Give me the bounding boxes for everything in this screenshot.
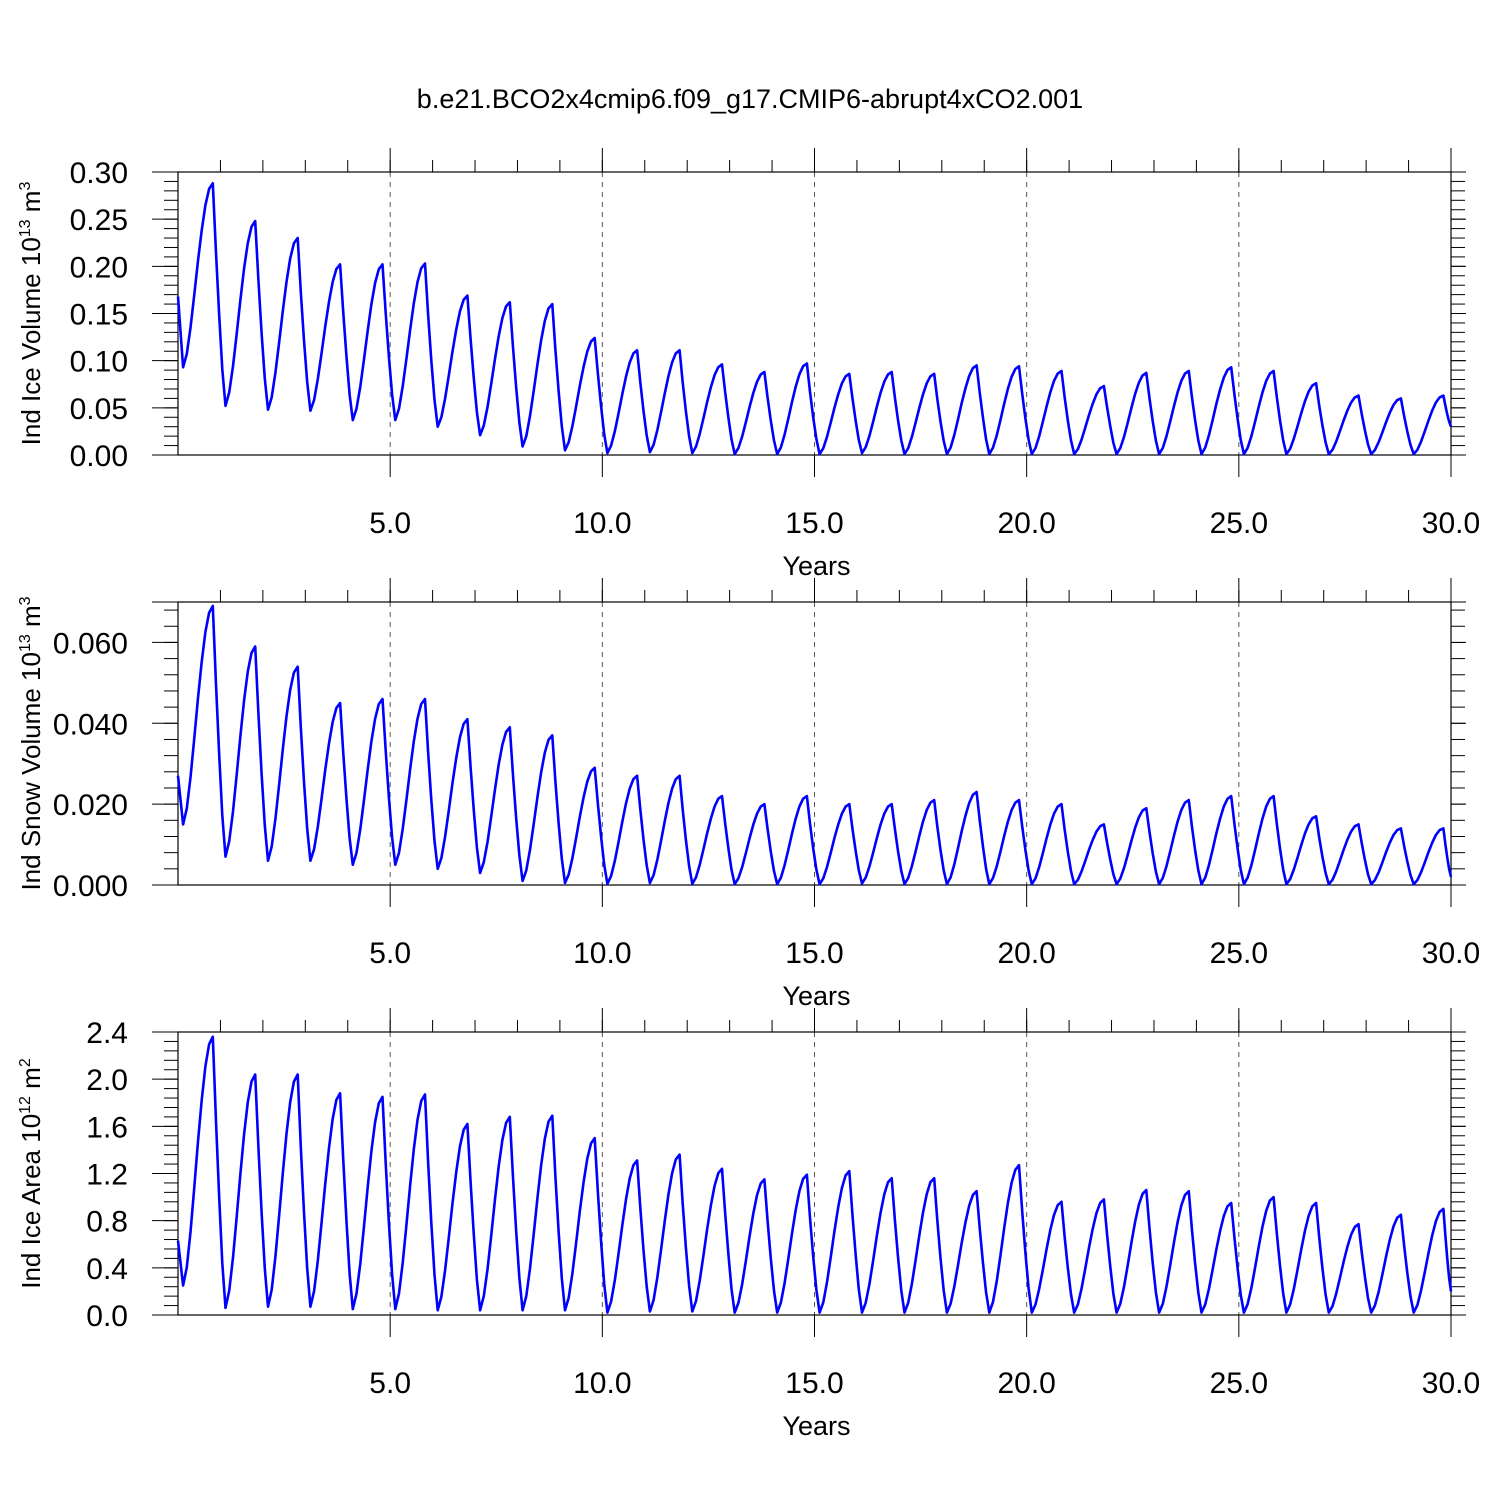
y-axis-label: Ind Snow Volume 1013 m3 <box>16 596 46 890</box>
xtick-label: 10.0 <box>573 1367 631 1400</box>
panel-1: 0.00 0.05 0.10 0.15 0.20 0.25 0.30 5.0 10.0 15.0 2… <box>16 148 1480 581</box>
x-axis-label: Years <box>782 1411 850 1441</box>
xtick-label: 25.0 <box>1210 937 1268 970</box>
x-axis-label: Years <box>782 981 850 1011</box>
x-axis-label: Years <box>782 551 850 581</box>
ytick-label: 0.00 <box>70 440 128 473</box>
xtick-label: 20.0 <box>997 1367 1055 1400</box>
xtick-label: 30.0 <box>1422 507 1480 540</box>
xtick-label: 10.0 <box>573 937 631 970</box>
xtick-label: 20.0 <box>997 507 1055 540</box>
ytick-label: 1.6 <box>86 1111 128 1144</box>
xtick-label: 15.0 <box>785 1367 843 1400</box>
xtick-label: 10.0 <box>573 507 631 540</box>
xtick-label: 5.0 <box>369 507 411 540</box>
series-line-ind-ice-area <box>176 1035 1453 1314</box>
ytick-label: 0.20 <box>70 251 128 284</box>
ytick-label: 0.060 <box>53 627 128 660</box>
xtick-label: 30.0 <box>1422 1367 1480 1400</box>
ytick-label: 0.25 <box>70 204 128 237</box>
panel-2: 0.000 0.020 0.040 0.060 5.0 10.0 15.0 20.0 25.0 3… <box>16 578 1480 1011</box>
xtick-label: 15.0 <box>785 507 843 540</box>
ytick-label: 1.2 <box>86 1159 128 1192</box>
y-axis-label: Ind Ice Area 1012 m2 <box>16 1058 46 1289</box>
ytick-label: 0.10 <box>70 346 128 379</box>
xtick-label: 20.0 <box>997 937 1055 970</box>
xtick-label: 5.0 <box>369 937 411 970</box>
ytick-label: 0.8 <box>86 1206 128 1239</box>
ytick-label: 0.020 <box>53 789 128 822</box>
ytick-label: 0.4 <box>86 1253 128 1286</box>
ytick-label: 0.30 <box>70 157 128 190</box>
ytick-label: 0.040 <box>53 708 128 741</box>
ytick-label: 0.15 <box>70 299 128 332</box>
ytick-label: 2.0 <box>86 1064 128 1097</box>
xtick-label: 25.0 <box>1210 507 1268 540</box>
series-line-ind-ice-volume <box>176 182 1453 456</box>
figure-title: b.e21.BCO2x4cmip6.f09_g17.CMIP6-abrupt4x… <box>416 84 1084 114</box>
xtick-label: 5.0 <box>369 1367 411 1400</box>
ytick-label: 0.0 <box>86 1300 128 1333</box>
ytick-label: 0.000 <box>53 870 128 903</box>
series-line-ind-snow-volume <box>176 604 1453 886</box>
y-axis-label: Ind Ice Volume 1013 m3 <box>16 182 46 446</box>
ytick-label: 0.05 <box>70 393 128 426</box>
ytick-label: 2.4 <box>86 1017 128 1050</box>
xtick-label: 15.0 <box>785 937 843 970</box>
panel-3: 0.0 0.4 0.8 1.2 1.6 2.0 2.4 5.0 10.0 15.0 20.0 25.0… <box>16 1008 1480 1441</box>
xtick-label: 30.0 <box>1422 937 1480 970</box>
xtick-label: 25.0 <box>1210 1367 1268 1400</box>
